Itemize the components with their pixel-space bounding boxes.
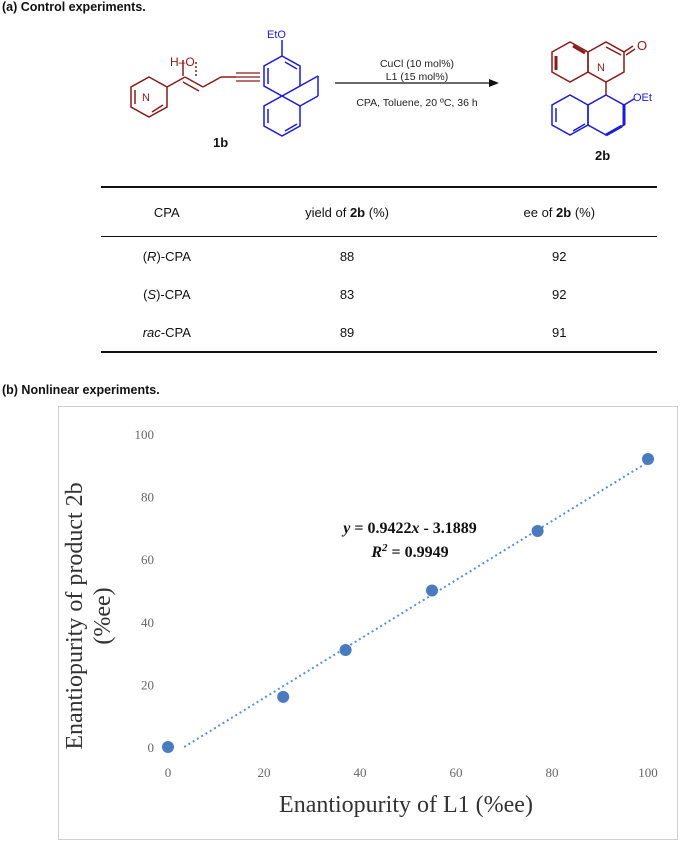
reactant-1b-structure — [130, 60, 236, 118]
y-tick-label: 60 — [141, 552, 154, 567]
y-tick-label: 40 — [141, 615, 154, 630]
cell-cpa: (R)-CPA — [142, 248, 191, 264]
svg-text:Enantiopurity of product 2b: Enantiopurity of product 2b — [62, 482, 88, 749]
alkyne-bond — [236, 72, 260, 82]
data-point — [531, 525, 544, 538]
table-header-row: CPA yield of 2b (%) ee of 2b (%) — [101, 187, 657, 237]
table-row: rac-CPA 89 91 — [101, 313, 657, 352]
header-yield: yield of 2b (%) — [305, 204, 389, 220]
product-label: 2b — [595, 148, 610, 163]
control-results-table: CPA yield of 2b (%) ee of 2b (%) (R)-CPA… — [101, 186, 657, 353]
y-tick-labels: 0 20 40 60 80 100 — [135, 427, 155, 755]
x-tick-label: 60 — [450, 765, 463, 780]
cell-ee: 92 — [552, 286, 567, 302]
data-point — [426, 584, 438, 597]
product-carbonyl-o: O — [637, 38, 647, 53]
condition-2: L1 (15 mol%) — [386, 71, 448, 83]
y-axis-title: Enantiopurity of product 2b (%ee) — [62, 482, 116, 749]
y-tick-label: 100 — [135, 427, 155, 442]
x-tick-labels: 0 20 40 60 80 100 — [165, 765, 658, 780]
cell-yield: 89 — [339, 324, 355, 340]
arrowhead — [489, 79, 499, 87]
x-tick-label: 80 — [546, 765, 559, 780]
naphthyl-ring-2b — [551, 94, 635, 137]
y-tick-label: 80 — [141, 490, 154, 505]
section-a-title: (a) Control experiments. — [2, 0, 146, 14]
trendline — [183, 461, 649, 748]
product-oet-group: OEt — [633, 92, 652, 104]
reactant-ho-group: H–O — [170, 55, 195, 69]
header-ee: ee of 2b (%) — [523, 204, 596, 220]
data-point — [339, 643, 352, 656]
r-squared-label: R2 = 0.9949 — [370, 542, 448, 561]
table-row: (S)-CPA 83 92 — [101, 275, 657, 313]
x-axis-title: Enantiopurity of L1 (%ee) — [279, 792, 533, 818]
data-point — [642, 453, 654, 466]
x-tick-label: 20 — [258, 765, 271, 780]
cell-cpa: rac-CPA — [142, 324, 191, 340]
header-cpa: CPA — [153, 204, 180, 220]
y-tick-label: 0 — [148, 740, 155, 755]
equation-label: y = 0.9422x - 3.1889 — [341, 520, 477, 537]
svg-text:(%ee): (%ee) — [90, 587, 116, 644]
data-point — [277, 690, 290, 703]
data-point — [162, 741, 174, 753]
reactant-label: 1b — [213, 135, 228, 150]
cell-ee: 92 — [552, 248, 567, 264]
cell-cpa: (S)-CPA — [143, 286, 191, 302]
data-points — [162, 453, 654, 753]
naphthyl-ring-1b — [263, 40, 319, 137]
x-tick-label: 40 — [354, 765, 367, 780]
x-tick-label: 100 — [638, 765, 658, 780]
reaction-scheme: N H–O EtO 1b CuCl (10 mol%) L1 (15 mol%)… — [130, 29, 652, 163]
reactant-eto-group: EtO — [267, 29, 286, 41]
nonlinear-scatter-chart: 0 20 40 60 80 100 0 20 40 60 80 100 y = 0.9422x - … — [62, 427, 658, 818]
cell-ee: 91 — [552, 324, 567, 340]
x-tick-label: 0 — [165, 765, 172, 780]
table-row: (R)-CPA 88 92 — [101, 237, 657, 276]
cell-yield: 88 — [339, 248, 355, 264]
section-b-title: (b) Nonlinear experiments. — [2, 383, 160, 397]
cell-yield: 83 — [339, 286, 355, 302]
y-tick-label: 20 — [141, 677, 154, 692]
product-n-atom: N — [597, 62, 605, 74]
condition-1: CuCl (10 mol%) — [380, 58, 454, 70]
condition-3: CPA, Toluene, 20 ºC, 36 h — [356, 97, 478, 109]
chart-frame — [58, 406, 678, 840]
product-2b-structure — [551, 41, 636, 95]
reactant-n-atom: N — [142, 92, 150, 104]
